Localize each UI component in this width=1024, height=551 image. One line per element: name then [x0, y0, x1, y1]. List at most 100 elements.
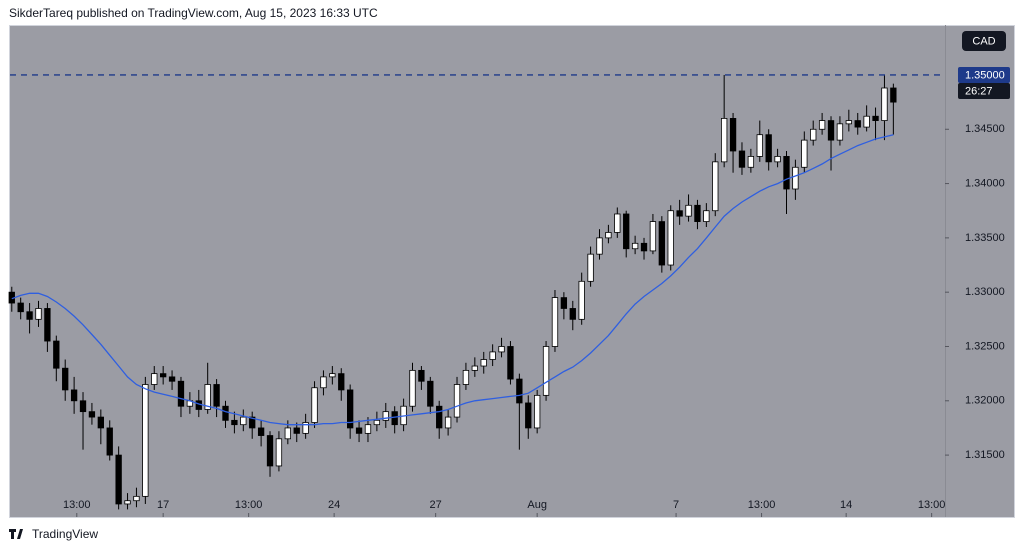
candle-body: [471, 365, 478, 371]
candle-body: [151, 373, 158, 385]
price-label-box: [958, 66, 1010, 83]
candle-body: [462, 369, 470, 385]
candle-body: [765, 134, 772, 163]
y-tick-label: 1.32500: [965, 340, 1005, 352]
candle-body: [453, 384, 461, 418]
candle-body: [257, 427, 265, 436]
candle-body: [79, 400, 87, 413]
candle-body: [569, 308, 576, 320]
candle-body: [810, 128, 817, 141]
x-tick-label: Aug: [527, 499, 547, 511]
candle-body: [605, 232, 612, 239]
candle-body: [17, 302, 24, 313]
candle-body: [311, 387, 318, 423]
logo-icon: [9, 529, 23, 539]
candle-body: [444, 416, 452, 429]
candle-body: [70, 389, 78, 402]
candle-body: [373, 419, 381, 426]
candle-body: [355, 427, 363, 434]
candle-body: [854, 120, 861, 128]
publish-header: SikderTareq published on TradingView.com…: [9, 6, 378, 20]
candle-body: [685, 204, 692, 217]
x-tick-label: 13:00: [63, 499, 91, 511]
candle-body: [836, 123, 844, 141]
candle-body: [409, 369, 416, 407]
candle-body: [640, 242, 648, 252]
candle-body: [507, 346, 514, 380]
y-tick-label: 1.34500: [965, 123, 1005, 135]
candle-body: [266, 435, 274, 467]
candle-body: [347, 389, 354, 429]
x-tick-label: 13:00: [235, 499, 263, 511]
x-tick-label: 14: [840, 499, 852, 511]
currency-button[interactable]: [962, 31, 1006, 51]
candle-body: [391, 411, 398, 426]
candle-body: [890, 87, 897, 103]
candle-body: [872, 115, 879, 121]
candle-body: [489, 351, 496, 360]
candle-body: [26, 311, 33, 320]
candle-body: [249, 416, 256, 429]
candle-body: [418, 369, 425, 382]
candle-body: [801, 139, 808, 168]
candle-body: [204, 384, 211, 410]
y-tick-label: 1.33500: [965, 232, 1005, 244]
y-tick-label: 1.33000: [965, 286, 1005, 298]
candle-body: [293, 427, 300, 434]
candle-body: [667, 210, 674, 266]
candle-body: [284, 427, 291, 440]
candle-body: [88, 411, 96, 418]
candle-body: [649, 221, 657, 252]
candle-body: [623, 213, 630, 250]
countdown-label: 26:27: [965, 85, 993, 97]
candle-body: [729, 118, 737, 152]
candle-body: [168, 376, 176, 382]
candle-body: [97, 416, 104, 429]
candle-body: [525, 402, 532, 429]
chart-area: [9, 25, 1015, 518]
price-label: 1.35000: [965, 69, 1005, 81]
candle-body: [738, 150, 746, 168]
candle-body: [44, 308, 51, 342]
y-tick-label: 1.32000: [965, 395, 1005, 407]
candle-body: [213, 384, 220, 407]
candle-body: [551, 297, 559, 347]
tradingview-logo: TradingView: [9, 527, 98, 541]
candle-body: [614, 213, 621, 233]
candle-body: [578, 280, 585, 320]
candle-body: [747, 156, 755, 168]
candle-body: [35, 308, 42, 320]
candle-body: [756, 134, 763, 157]
x-tick-label: 7: [673, 499, 679, 511]
moving-average-line: [11, 134, 894, 426]
candle-body: [596, 237, 603, 255]
x-tick-label: 27: [430, 499, 442, 511]
candle-body: [676, 210, 683, 217]
candle-body: [160, 373, 167, 378]
candle-body: [587, 253, 594, 282]
candle-body: [658, 221, 665, 266]
candle-body: [364, 424, 372, 434]
footer-brand: TradingView: [32, 527, 98, 541]
candle-body: [694, 204, 701, 222]
candle-body: [53, 340, 60, 369]
plot: 1.31500 1.32000 1.32500 1.33000 1.33500 1.340…: [8, 74, 1005, 517]
candle-body: [783, 156, 790, 190]
y-tick-label: 1.34000: [965, 177, 1005, 189]
x-tick-label: 17: [157, 499, 169, 511]
candle-body: [275, 438, 283, 467]
x-tick-label: 24: [328, 499, 340, 511]
currency-label[interactable]: CAD: [972, 35, 995, 47]
candle-body: [542, 346, 550, 396]
candle-body: [382, 411, 389, 421]
candle-body: [534, 394, 541, 429]
candle-body: [427, 380, 434, 407]
candle-body: [320, 376, 327, 389]
candle-body: [177, 380, 185, 407]
countdown-box: [958, 82, 1010, 99]
y-tick-label: 1.31500: [965, 449, 1005, 461]
candle-body: [774, 156, 781, 163]
candle-body: [222, 405, 229, 421]
